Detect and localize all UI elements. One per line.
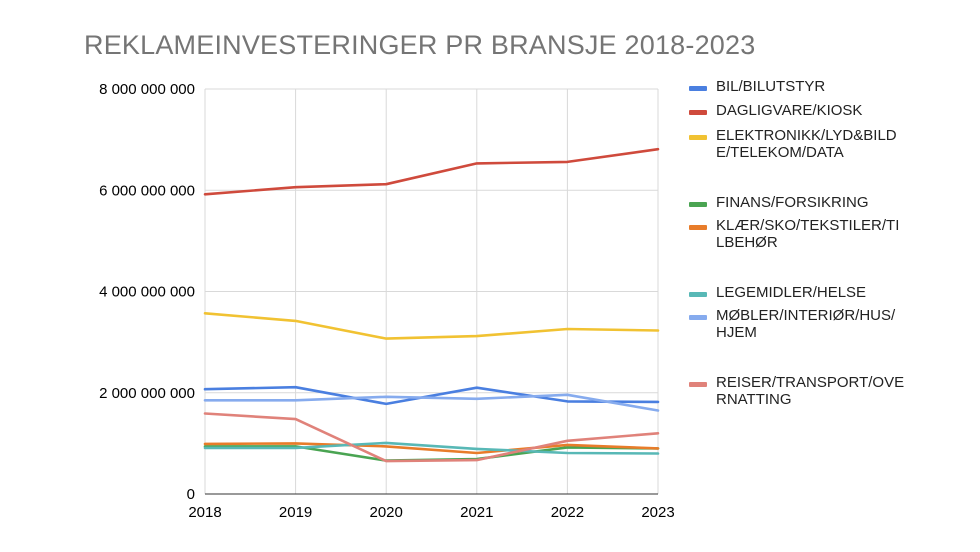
legend-swatch (689, 135, 707, 140)
x-tick-label: 2022 (551, 504, 584, 521)
x-tick-label: 2018 (188, 504, 221, 521)
legend-swatch (689, 202, 707, 207)
legend-label: KLÆR/SKO/TEKSTILER/TILBEHØR (716, 217, 900, 251)
series-line-7 (203, 412, 660, 463)
x-tick-label: 2021 (460, 504, 493, 521)
y-tick-label: 4 000 000 000 (99, 284, 195, 301)
x-axis-ticks: 2018 2019 2020 2021 2022 2023 (188, 504, 674, 521)
series-line-5 (203, 441, 660, 455)
gridlines (204, 88, 659, 495)
legend-label: MØBLER/INTERIØR/HUS/HJEM (716, 307, 896, 341)
y-tick-label: 0 (187, 486, 195, 503)
legend-item: KLÆR/SKO/TEKSTILER/TILBEHØR (689, 217, 919, 251)
series-line-1 (203, 147, 660, 196)
legend-swatch (689, 110, 707, 115)
legend-item: REISER/TRANSPORT/OVERNATTING (689, 374, 919, 408)
legend-item: DAGLIGVARE/KIOSK (689, 102, 919, 119)
legend-item: LEGEMIDLER/HELSE (689, 284, 919, 301)
legend: BIL/BILUTSTYR DAGLIGVARE/KIOSK ELEKTRONIKK… (689, 78, 919, 408)
legend-item: FINANS/FORSIKRING (689, 194, 919, 211)
y-tick-label: 2 000 000 000 (99, 385, 195, 402)
legend-label: REISER/TRANSPORT/OVERNATTING (716, 374, 905, 408)
legend-item: MØBLER/INTERIØR/HUS/HJEM (689, 307, 919, 341)
legend-swatch (689, 86, 707, 91)
legend-swatch (689, 225, 707, 230)
legend-label: ELEKTRONIKK/LYD&BILDE/TELEKOM/DATA (716, 127, 897, 161)
legend-label: BIL/BILUTSTYR (716, 78, 826, 95)
x-tick-label: 2019 (279, 504, 312, 521)
legend-label: FINANS/FORSIKRING (716, 194, 869, 211)
legend-item: ELEKTRONIKK/LYD&BILDE/TELEKOM/DATA (689, 127, 919, 161)
series-line-2 (203, 311, 660, 340)
chart-title: REKLAMEINVESTERINGER PR BRANSJE 2018-202… (84, 30, 756, 60)
legend-swatch (689, 382, 707, 387)
y-axis-ticks: 0 2 000 000 000 4 000 000 000 6 000 000 000… (99, 81, 195, 503)
legend-label: LEGEMIDLER/HELSE (716, 284, 867, 301)
series-line-6 (203, 393, 660, 412)
series-line-0 (203, 385, 660, 406)
series-lines (203, 147, 660, 463)
series-line-4 (203, 442, 660, 455)
y-tick-label: 6 000 000 000 (99, 182, 195, 199)
legend-swatch (689, 315, 707, 320)
x-tick-label: 2023 (641, 504, 674, 521)
legend-label: DAGLIGVARE/KIOSK (716, 102, 863, 119)
legend-item: BIL/BILUTSTYR (689, 78, 919, 95)
y-tick-label: 8 000 000 000 (99, 81, 195, 98)
x-tick-label: 2020 (370, 504, 403, 521)
legend-swatch (689, 292, 707, 297)
